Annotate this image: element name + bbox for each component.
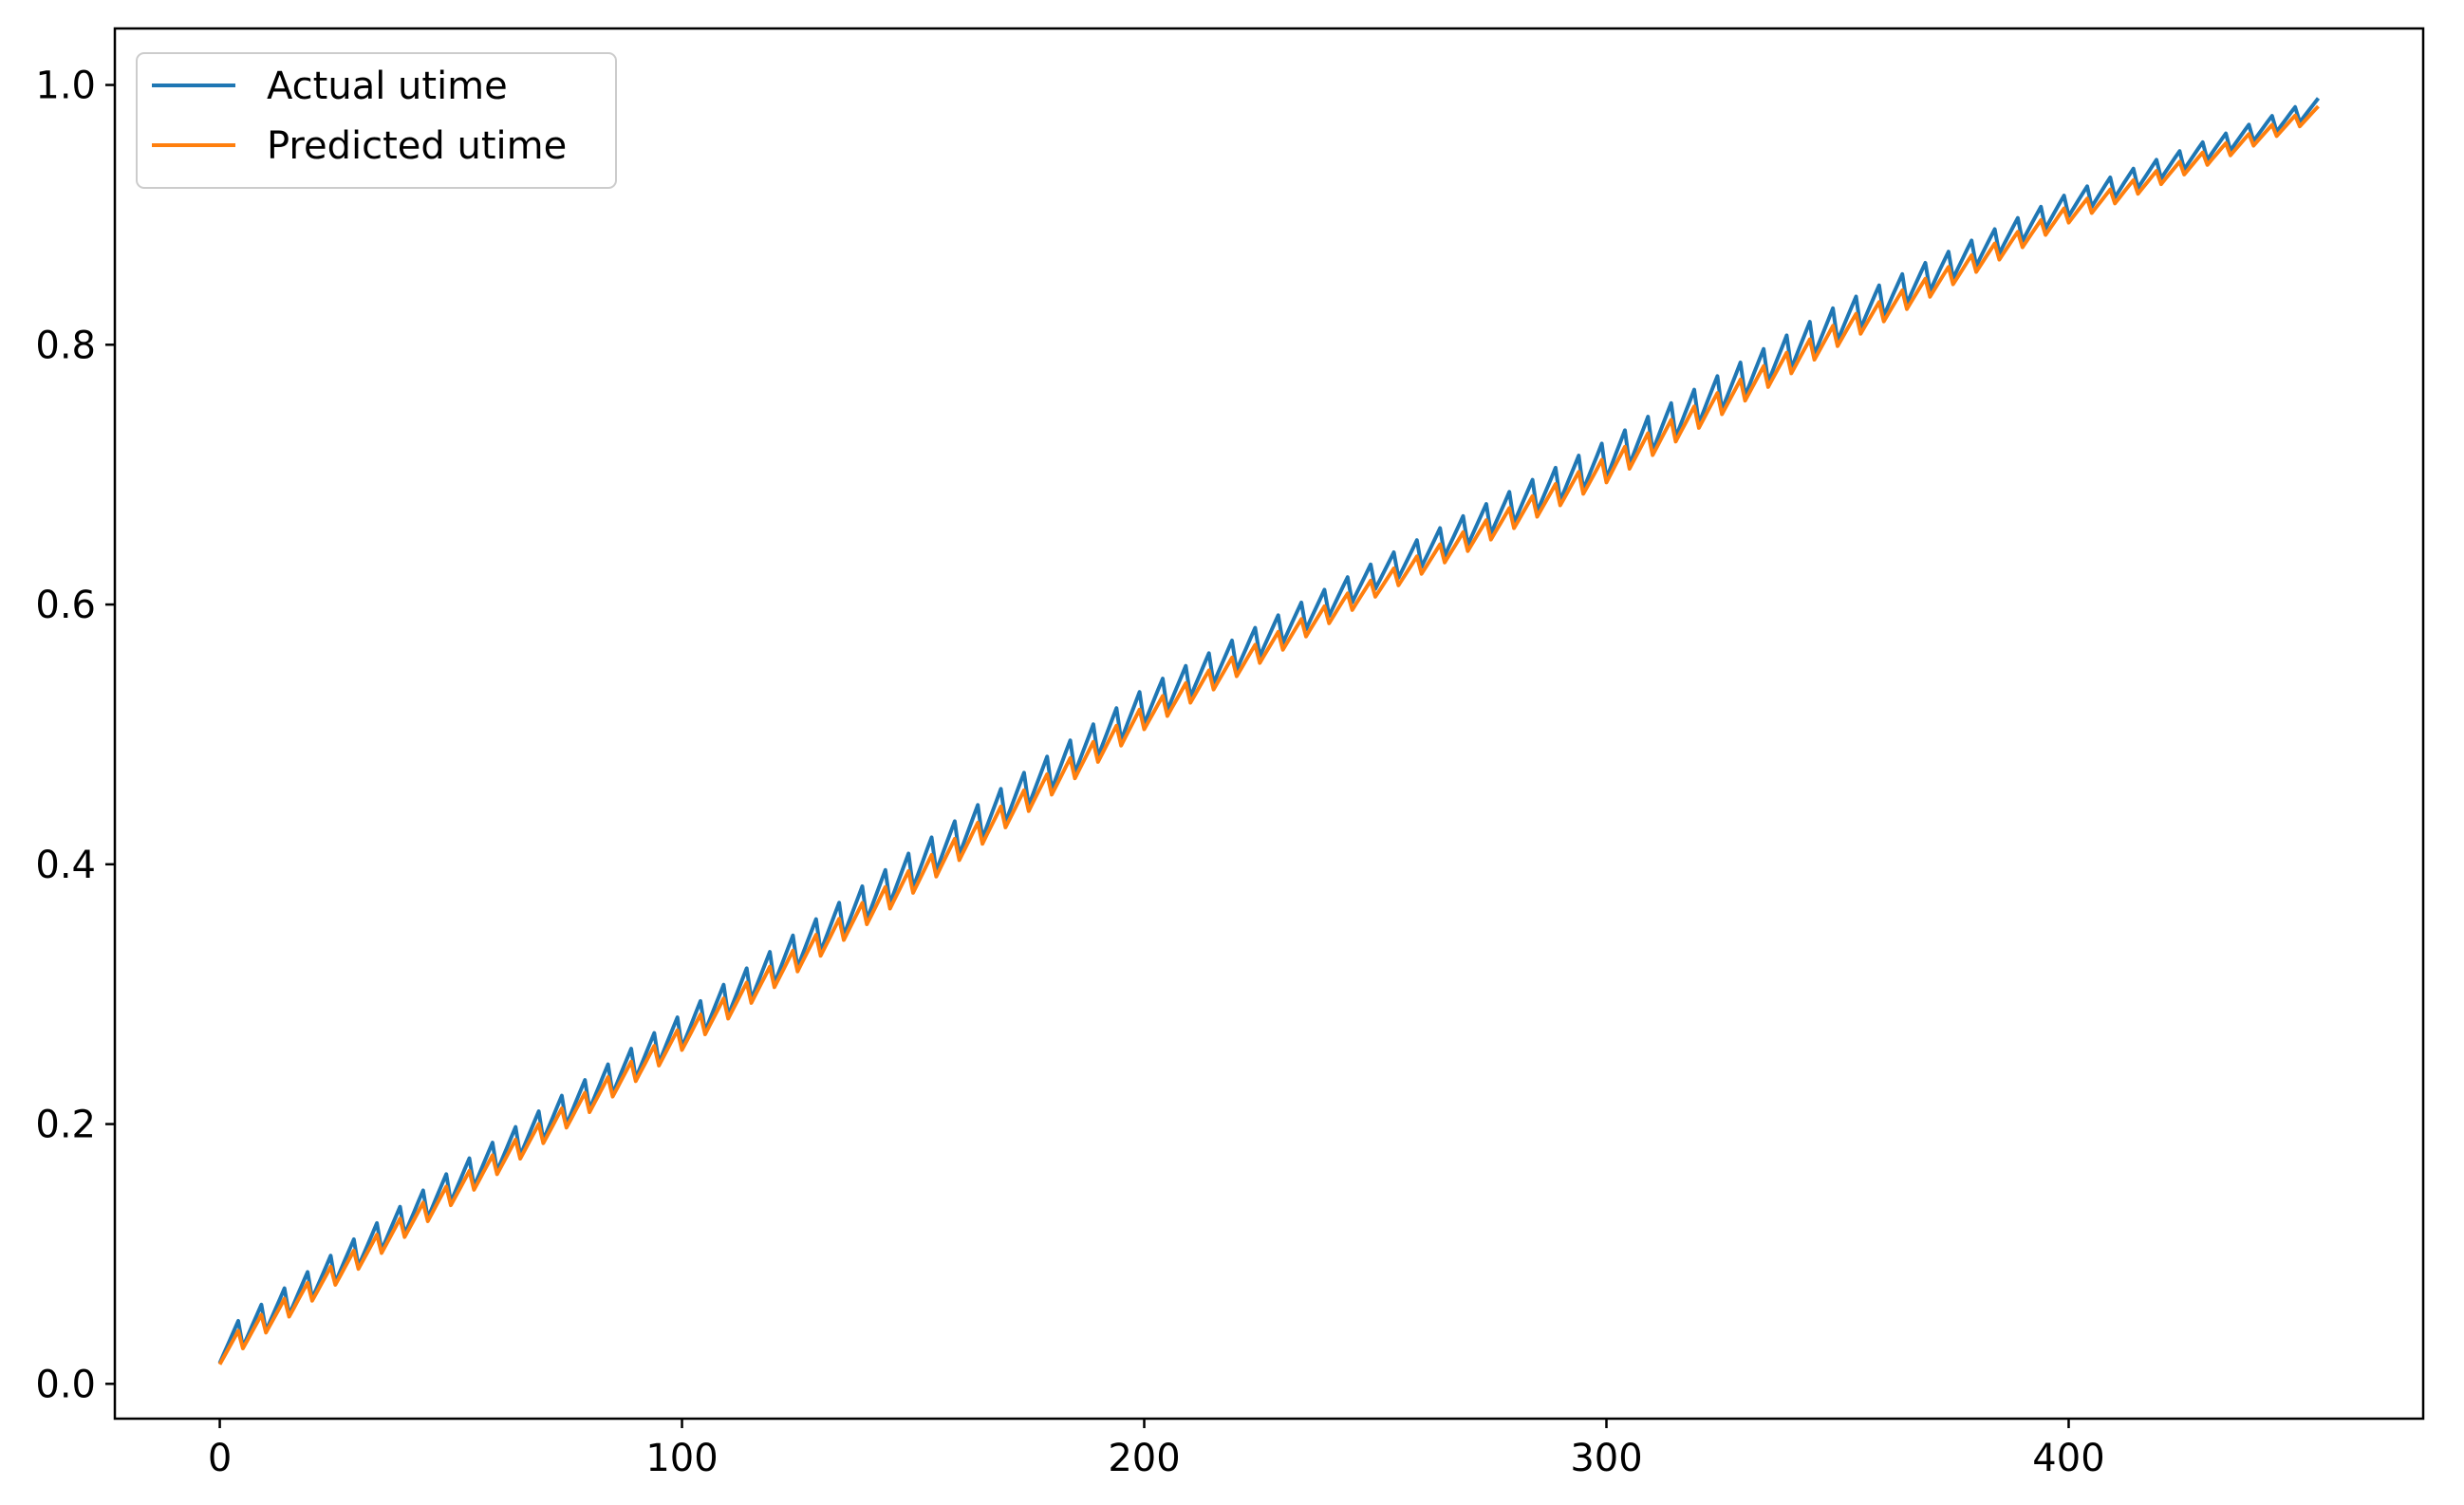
x-tick-label: 200 (1108, 1437, 1180, 1480)
x-tick-label: 0 (208, 1437, 232, 1480)
legend-label-actual: Actual utime (267, 65, 508, 108)
y-tick-label: 0.4 (35, 844, 96, 887)
legend: Actual utime Predicted utime (136, 52, 617, 189)
y-tick-label: 0.2 (35, 1104, 96, 1147)
x-axis: 0 100 200 300 400 (208, 1419, 2105, 1480)
series-line-actual (217, 97, 2321, 1365)
series-line-predicted (217, 104, 2320, 1366)
y-tick-label: 0.0 (35, 1363, 96, 1406)
legend-box (136, 52, 617, 189)
series-layer (217, 97, 2321, 1366)
x-tick-label: 300 (1570, 1437, 1642, 1480)
legend-label-predicted: Predicted utime (267, 124, 567, 168)
x-tick-label: 400 (2032, 1437, 2104, 1480)
y-tick-label: 1.0 (35, 65, 96, 108)
y-axis: 0.0 0.2 0.4 0.6 0.8 1.0 (35, 65, 115, 1406)
y-tick-label: 0.6 (35, 584, 96, 627)
y-tick-label: 0.8 (35, 324, 96, 367)
axes-frame (113, 27, 2425, 1421)
x-tick-label: 100 (645, 1437, 718, 1480)
